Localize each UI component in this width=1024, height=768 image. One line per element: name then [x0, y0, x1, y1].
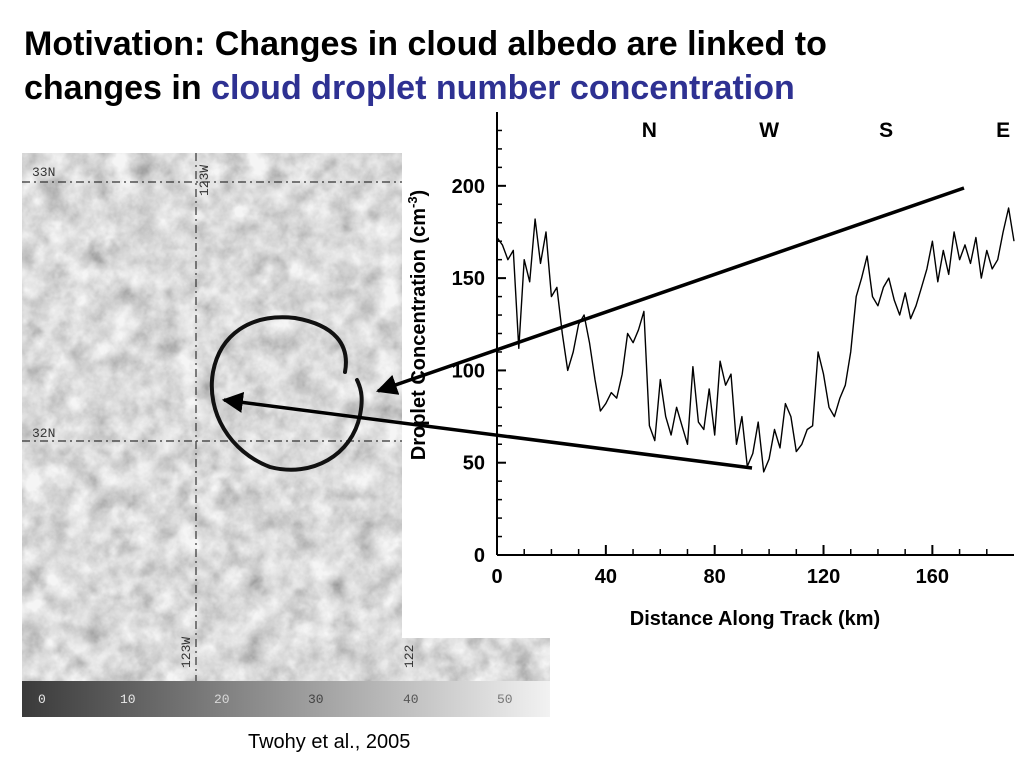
segment-label-s: S — [879, 119, 893, 142]
colorbar-tick-30: 30 — [308, 692, 324, 707]
colorbar-tick-20: 20 — [214, 692, 230, 707]
y-tick-label: 100 — [452, 360, 485, 382]
x-tick-label: 80 — [704, 566, 726, 588]
sampling-circle — [209, 315, 364, 472]
title-highlight: cloud droplet number concentration — [211, 69, 795, 107]
lon-label-123w-top: 123W — [197, 165, 212, 196]
colorbar-tick-40: 40 — [403, 692, 419, 707]
lat-label-32n: 32N — [32, 426, 55, 441]
y-axis-label-superscript: -3 — [405, 196, 420, 208]
satellite-image: 33N 32N 123W 123W 122 — [22, 153, 550, 681]
x-tick-label: 160 — [916, 566, 949, 588]
arrow-high-concentration — [376, 186, 965, 395]
lon-label-122: 122 — [402, 645, 417, 668]
y-axis-label-main: Droplet Concentration (cm — [408, 208, 430, 460]
segment-label-n: N — [642, 119, 657, 142]
y-tick-label: 150 — [452, 268, 485, 290]
colorbar-tick-50: 50 — [497, 692, 513, 707]
x-axis-label: Distance Along Track (km) — [630, 608, 880, 630]
x-tick-label: 120 — [807, 566, 840, 588]
y-tick-label: 200 — [452, 176, 485, 198]
lat-label-33n: 33N — [32, 165, 55, 180]
y-tick-label: 50 — [463, 453, 485, 475]
x-tick-label: 0 — [491, 566, 502, 588]
slide-title: Motivation: Changes in cloud albedo are … — [24, 22, 1014, 110]
axis-ticks — [496, 129, 988, 556]
lon-label-123w-bottom: 123W — [179, 637, 194, 668]
y-axis-label: Droplet Concentration (cm-3) — [405, 190, 430, 460]
axis-tick-labels: 0 50 100 150 200 0 40 80 120 160 — [452, 176, 949, 588]
x-tick-label: 40 — [595, 566, 617, 588]
annotation-arrows — [221, 186, 965, 470]
y-axis-label-close: ) — [408, 190, 430, 197]
droplet-series-line — [496, 207, 1015, 473]
colorbar-tick-10: 10 — [120, 692, 136, 707]
colorbar: 0 10 20 30 40 50 — [22, 681, 550, 717]
arrow-low-concentration — [221, 392, 753, 470]
citation: Twohy et al., 2005 — [248, 731, 411, 753]
segment-label-w: W — [759, 119, 779, 142]
segment-label-e: E — [996, 119, 1010, 142]
droplet-chart: 0 50 100 150 200 0 40 80 120 160 N W S E Distance Al… — [405, 112, 1015, 630]
y-tick-label: 0 — [474, 545, 485, 567]
title-line-1: Motivation: Changes in cloud albedo are … — [24, 25, 827, 63]
title-line-2: changes in cloud droplet number concentr… — [24, 66, 1014, 110]
colorbar-tick-0: 0 — [38, 692, 46, 707]
title-line-2-prefix: changes in — [24, 69, 212, 107]
colorbar-gradient — [22, 681, 550, 717]
